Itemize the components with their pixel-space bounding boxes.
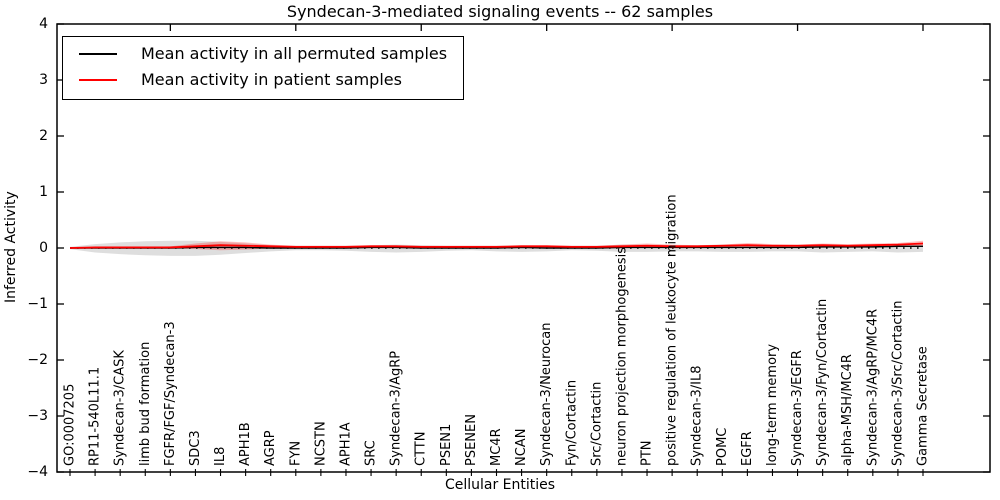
series-line-1 [69, 242, 924, 249]
legend-label-patient: Mean activity in patient samples [141, 70, 402, 89]
x-tick-label: NCSTN [313, 421, 328, 466]
x-tick-label: RP11-540L11.1 [88, 367, 103, 466]
x-axis-label: Cellular Entities [444, 477, 556, 493]
x-tick-label: FYN [288, 441, 303, 466]
x-tick-label: APH1A [338, 422, 353, 466]
x-tick-label: POMC [715, 428, 730, 466]
x-tick-label: limb bud formation [138, 342, 153, 466]
x-tick-label: Gamma Secretase [916, 346, 931, 466]
y-tick-label: 4 [39, 16, 48, 32]
x-tick-label: APH1B [238, 422, 253, 466]
series-line-0 [70, 245, 923, 249]
legend-line-sample-black [79, 53, 117, 55]
x-tick-label: positive regulation of leukocyte migrati… [665, 194, 680, 466]
x-tick-label: PTN [640, 440, 655, 466]
legend-entry-patient: Mean activity in patient samples [79, 70, 447, 90]
x-tick-label: Syndecan-3/Fyn/Cortactin [815, 299, 830, 466]
x-tick-label: Syndecan-3/AgRP/MC4R [865, 309, 880, 466]
y-tick-label: −4 [27, 464, 48, 480]
x-tick-label: PSENEN [464, 414, 479, 466]
legend-entry-permuted: Mean activity in all permuted samples [79, 44, 447, 64]
legend: Mean activity in all permuted samples Me… [62, 36, 465, 100]
x-tick-label: Syndecan-3/CASK [113, 350, 128, 466]
y-tick-label: 0 [39, 240, 48, 256]
x-tick-label: Src/Cortactin [589, 382, 604, 466]
x-tick-label: neuron projection morphogenesis [614, 247, 629, 466]
legend-label-permuted: Mean activity in all permuted samples [141, 44, 448, 63]
y-tick-label: −1 [27, 296, 48, 312]
y-tick-label: −2 [27, 352, 48, 368]
x-tick-label: alpha-MSH/MC4R [840, 354, 855, 466]
x-tick-label: SDC3 [188, 430, 203, 466]
y-tick-label: 1 [39, 184, 48, 200]
y-tick-label: −3 [27, 408, 48, 424]
y-tick-label: 3 [39, 72, 48, 88]
x-tick-label: MC4R [489, 428, 504, 466]
legend-line-sample-red [79, 79, 117, 81]
y-tick-label: 2 [39, 128, 48, 144]
x-tick-label: long-term memory [765, 344, 780, 466]
x-tick-label: AGRP [263, 430, 278, 466]
x-tick-label: Syndecan-3/Src/Cortactin [890, 300, 905, 466]
x-tick-label: Syndecan-3/AgRP [389, 351, 404, 466]
x-tick-label: FGFR/FGF/Syndecan-3 [163, 321, 178, 466]
x-tick-label: Syndecan-3/Neurocan [539, 323, 554, 466]
chart-title: Syndecan-3-mediated signaling events -- … [286, 2, 714, 21]
x-tick-label: Fyn/Cortactin [564, 380, 579, 466]
x-tick-label: GO:0007205 [63, 384, 78, 466]
x-tick-label: CTTN [414, 432, 429, 466]
x-tick-label: NCAN [514, 429, 529, 466]
x-tick-label: PSEN1 [439, 424, 454, 466]
x-tick-label: IL8 [213, 447, 228, 466]
x-tick-label: SRC [364, 440, 379, 466]
x-tick-label: Syndecan-3/EGFR [790, 350, 805, 466]
x-tick-label: EGFR [740, 431, 755, 466]
x-tick-label: Syndecan-3/IL8 [690, 366, 705, 466]
